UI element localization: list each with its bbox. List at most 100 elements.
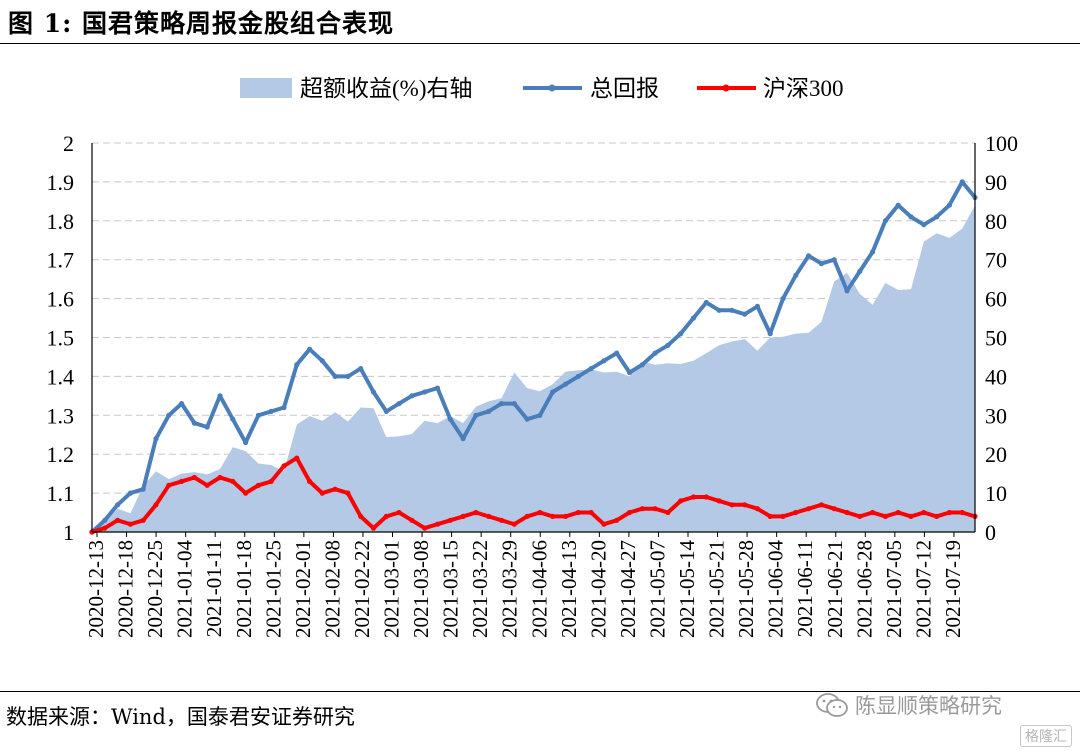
hs300-line-point <box>217 474 223 481</box>
total-return-line-point <box>498 401 505 407</box>
x-tick-label: 2021-04-20 <box>586 540 610 638</box>
total-return-line-point <box>716 307 722 313</box>
y-right-tick-label: 60 <box>985 287 1007 312</box>
y-right-tick-label: 50 <box>985 326 1007 351</box>
y-right-tick-label: 80 <box>985 209 1007 234</box>
total-return-line-point <box>639 362 645 368</box>
hs300-line-point <box>319 490 325 496</box>
hs300-line-point <box>434 521 441 527</box>
total-return-line-point <box>844 288 850 294</box>
total-return-line-point <box>562 381 569 387</box>
total-return-line-point <box>678 331 684 337</box>
hs300-line-point <box>422 525 428 531</box>
total-return-line-point <box>729 307 735 313</box>
x-tick-label: 2020-12-13 <box>84 540 108 638</box>
hs300-line-point <box>307 478 313 484</box>
hs300-line-point <box>831 506 837 512</box>
line-layer <box>89 179 978 535</box>
legend: 超额收益(%)右轴 总回报 沪深300 <box>240 76 844 101</box>
y-right-tick-label: 90 <box>985 170 1007 195</box>
total-return-line-point <box>447 416 453 422</box>
total-return-line-point <box>511 401 517 407</box>
x-tick-label: 2021-02-22 <box>350 540 374 638</box>
hs300-line-point <box>473 509 479 516</box>
hs300-line-point <box>370 525 377 531</box>
total-return-line-point <box>179 401 185 407</box>
total-return-line-point <box>524 416 530 422</box>
total-return-line-point <box>281 404 287 411</box>
x-tick-label: 2021-01-04 <box>173 540 197 638</box>
total-return-line-point <box>767 331 773 337</box>
hs300-line-point <box>281 463 287 469</box>
hs300-line-point <box>652 506 658 512</box>
x-tick-label: 2021-05-28 <box>734 540 758 638</box>
hs300-line-point <box>921 509 927 516</box>
total-return-line-point <box>217 393 223 399</box>
total-return-line-point <box>102 517 108 523</box>
hs300-line-point <box>665 509 671 516</box>
legend-label-hs300: 沪深300 <box>763 76 844 101</box>
hs300-line-point <box>179 478 185 484</box>
x-tick-label: 2021-05-07 <box>645 540 669 638</box>
x-tick-label: 2021-06-04 <box>764 540 788 638</box>
hs300-line-point <box>166 482 172 488</box>
hs300-line-point <box>524 513 530 519</box>
total-return-line-point <box>959 179 965 185</box>
hs300-line-point <box>818 502 825 508</box>
total-return-line-point <box>127 490 133 496</box>
hs300-line-point <box>588 509 594 516</box>
hs300-line-point <box>127 521 133 527</box>
total-return-line-point <box>319 358 325 364</box>
hs300-line-point <box>754 506 761 512</box>
watermark-text: 陈显顺策略研究 <box>855 694 1002 718</box>
hs300-line-point <box>486 513 492 519</box>
total-return-line-point <box>268 408 274 414</box>
total-return-line-point <box>115 502 121 508</box>
total-return-line-point <box>601 358 607 364</box>
y-left-tick-label: 1.4 <box>47 364 75 389</box>
axes: 1 01.1 101.2 201.3 301.4 401.5 501.6 601.7 701.8… <box>47 131 1019 638</box>
total-return-line-point <box>255 412 261 418</box>
watermark: 陈显顺策略研究 <box>815 690 1002 720</box>
wechat-icon <box>816 693 848 717</box>
hs300-line-point <box>934 513 940 519</box>
source-note: 数据来源：Wind，国泰君安证券研究 <box>6 705 355 729</box>
hs300-line-point <box>614 517 620 523</box>
hs300-line-point <box>703 494 709 500</box>
x-tick-label: 2020-12-18 <box>114 540 138 638</box>
chart: 1 01.1 101.2 201.3 301.4 401.5 501.6 601.7 701.8… <box>47 76 1019 638</box>
hs300-line-point <box>742 502 748 508</box>
hs300-line-point <box>294 455 300 461</box>
total-return-line-point <box>166 412 172 418</box>
hs300-line-point <box>498 517 505 523</box>
hs300-line-point <box>844 509 850 516</box>
hs300-line-point <box>345 490 351 496</box>
hs300-line-point <box>268 478 274 484</box>
total-return-line-point <box>409 393 415 399</box>
hs300-line-point <box>243 490 249 496</box>
legend-marker-total <box>548 84 556 92</box>
y-right-tick-label: 0 <box>985 520 996 545</box>
total-return-line-point <box>921 222 927 228</box>
total-return-line-point <box>486 408 492 414</box>
hs300-line-point <box>140 517 146 523</box>
total-return-line-point <box>243 439 249 446</box>
y-left-tick-label: 1.1 <box>47 481 75 506</box>
y-left-tick-label: 1.5 <box>47 326 75 351</box>
total-return-line-point <box>307 346 313 352</box>
y-right-tick-label: 40 <box>985 364 1007 389</box>
total-return-line-point <box>588 366 594 372</box>
hs300-line-point <box>562 513 569 519</box>
x-tick-label: 2021-06-28 <box>852 540 876 638</box>
y-right-tick-label: 70 <box>985 248 1007 273</box>
hs300-line-point <box>332 486 338 492</box>
legend-swatch-excess <box>240 78 292 98</box>
total-return-line-point <box>396 401 402 407</box>
legend-label-total: 总回报 <box>590 76 659 101</box>
x-tick-label: 2021-02-08 <box>320 540 344 638</box>
x-tick-label: 2021-04-27 <box>616 540 640 638</box>
total-return-line-point <box>358 366 364 372</box>
logo: 格隆汇 <box>1020 725 1072 747</box>
total-return-line-point <box>537 412 543 418</box>
hs300-line-point <box>882 513 889 519</box>
